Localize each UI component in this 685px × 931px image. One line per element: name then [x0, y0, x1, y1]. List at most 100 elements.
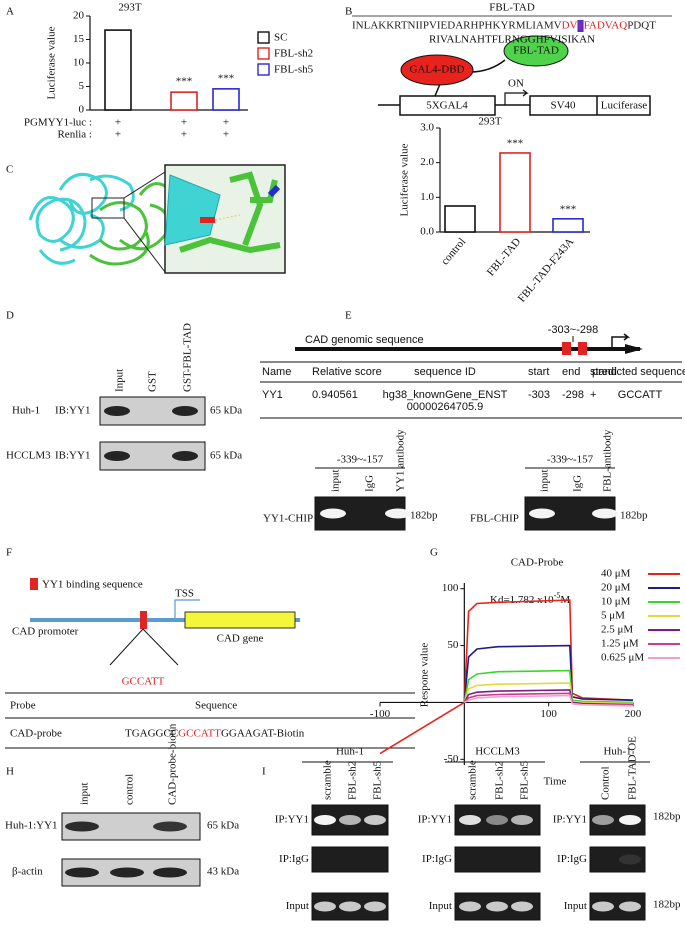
- legend-label: FBL-sh5: [274, 64, 314, 76]
- size-label: 65 kDa: [207, 820, 239, 832]
- reporter-label: Luciferase: [601, 100, 648, 112]
- on-label: ON: [508, 78, 524, 90]
- lane-label: FBL-sh2: [347, 761, 359, 800]
- bar: [212, 88, 240, 111]
- site-label: -303~-298: [548, 324, 598, 336]
- gene-label: CAD genomic sequence: [305, 334, 424, 346]
- lane-label: IgG: [364, 475, 376, 492]
- band: [592, 901, 614, 912]
- chart-title: 293T: [118, 2, 142, 14]
- panel-label: I: [262, 766, 266, 778]
- legend-label: 5 μM: [601, 610, 625, 622]
- size-label: 182bp: [653, 811, 681, 823]
- table-cell: GCCATT: [618, 389, 663, 401]
- lane-label: GST-FBL-TAD: [182, 323, 194, 392]
- legend-label: FBL-sh2: [274, 48, 313, 60]
- band: [592, 815, 614, 825]
- antibody-label: IB:YY1: [55, 405, 90, 417]
- kd-label: Kd=1.782 x10-5M: [490, 591, 570, 606]
- row-label: IP:YY1: [418, 814, 452, 826]
- band: [153, 821, 187, 832]
- table-cell: 00000264705.9: [407, 401, 483, 413]
- sequence-segment: FADVAQ: [584, 20, 628, 32]
- band: [172, 406, 198, 416]
- condition-label: Renlia :: [57, 129, 92, 141]
- row-label: IP:IgG: [422, 853, 452, 865]
- probe-name: CAD-probe: [10, 728, 62, 740]
- x-axis-label: Time: [544, 776, 567, 788]
- y-axis-label: Respone value: [419, 643, 431, 708]
- y-tick-label: 0: [79, 104, 85, 116]
- lane-label: input: [79, 782, 91, 805]
- cell-label: HCCLM3: [6, 450, 51, 462]
- size-label: 182bp: [620, 510, 648, 522]
- y-tick-label: 1.0: [420, 191, 434, 203]
- x-tick-label: 100: [540, 708, 557, 720]
- cell-label: Huh-1: [12, 405, 40, 417]
- legend-label: 10 μM: [601, 596, 631, 608]
- row-label: Input: [564, 900, 587, 912]
- significance: ***: [560, 203, 577, 215]
- region-label: -339~-157: [547, 454, 594, 466]
- bar: [444, 205, 476, 233]
- size-label: 182bp: [410, 510, 438, 522]
- x-tick-label: FBL-TAD: [485, 236, 524, 279]
- band: [486, 901, 508, 912]
- panel-label: G: [430, 547, 438, 559]
- band: [364, 901, 386, 912]
- row-label: Huh-1:YY1: [5, 820, 58, 832]
- band: [65, 867, 99, 878]
- band: [511, 815, 533, 825]
- y-tick-label: 15: [73, 33, 85, 45]
- table-cell: 0.940561: [312, 389, 358, 401]
- group-title: Huh-1: [336, 746, 364, 758]
- table-header: Relative score: [312, 366, 382, 378]
- row-label: β-actin: [12, 866, 43, 878]
- band: [459, 815, 481, 825]
- lane-label: FBL-TAD-OE: [627, 736, 639, 800]
- band: [110, 867, 144, 878]
- sequence-line: RIVALNAHTFLRNGGHFVISIKAN: [429, 34, 595, 46]
- panel-label: F: [6, 547, 12, 559]
- y-tick-label: 0.0: [420, 226, 434, 238]
- legend-label: 1.25 μM: [601, 638, 639, 650]
- bar: [552, 218, 584, 233]
- panel-label: D: [6, 310, 14, 322]
- band: [529, 508, 555, 519]
- promoter-label: CAD promoter: [12, 626, 79, 638]
- panel-label: A: [6, 6, 14, 18]
- band: [385, 508, 411, 519]
- band: [104, 406, 130, 416]
- y-axis-label: Luciferase value: [399, 143, 411, 216]
- lane-label: FBL-sh5: [519, 760, 531, 800]
- reporter-diagram: GAL4-DBD FBL-TAD 5XGAL4 ON SV40 Lucifera…: [378, 35, 651, 116]
- lane-label: FBL-antibody: [602, 429, 614, 492]
- table-header: stand: [590, 366, 617, 378]
- series-line: [463, 669, 634, 704]
- promoter-label: 5XGAL4: [426, 100, 468, 112]
- table-cell: hg38_knownGene_ENST: [383, 389, 508, 401]
- bar: [104, 29, 132, 111]
- condition-mark: +: [181, 129, 187, 141]
- band: [511, 901, 533, 912]
- condition-mark: +: [115, 129, 121, 141]
- legend-swatch: [257, 31, 270, 44]
- kd-text: Kd=1.782 x10: [490, 594, 554, 606]
- sequence-segment: INLAKKRTNIIPVIEDARHPHKYRMLIAMV: [352, 20, 562, 32]
- probe-sequence: GCCATT: [178, 728, 221, 740]
- y-tick-label: 100: [442, 582, 459, 594]
- band: [486, 815, 508, 825]
- sequence-segment: F: [577, 20, 583, 32]
- significance: ***: [176, 76, 193, 88]
- y-tick-label: -50: [444, 753, 459, 765]
- lane-label: FBL-sh2: [494, 761, 506, 800]
- band: [459, 901, 481, 912]
- row-label: IP:YY1: [275, 814, 309, 826]
- sequence-segment: DV: [562, 20, 578, 32]
- band: [65, 821, 99, 832]
- tss-label: TSS: [175, 588, 194, 600]
- lane-label: Control: [600, 766, 612, 800]
- y-tick-label: 3.0: [420, 122, 434, 134]
- band: [619, 901, 641, 912]
- band: [153, 867, 187, 878]
